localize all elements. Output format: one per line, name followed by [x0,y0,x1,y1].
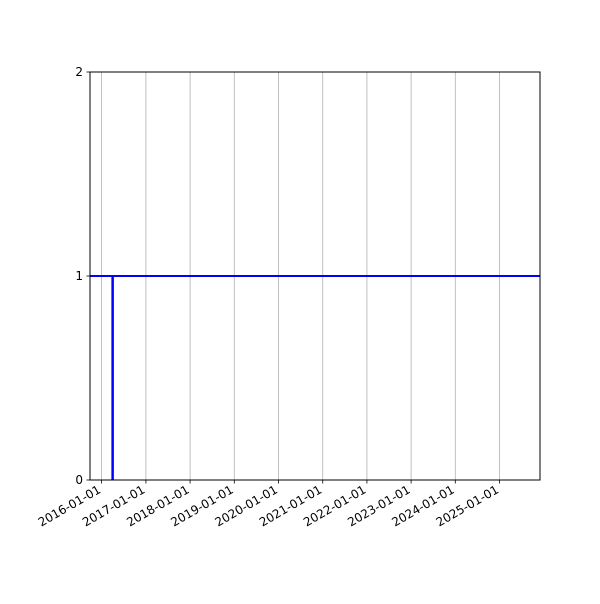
y-axis: 0 1 2 [75,65,90,487]
y-tick-label: 0 [75,473,83,487]
y-tick-label: 1 [75,269,83,283]
series [90,275,540,480]
x-axis: 2016-01-012017-01-012018-01-012019-01-01… [36,480,501,529]
y-tick-label: 2 [75,65,83,79]
